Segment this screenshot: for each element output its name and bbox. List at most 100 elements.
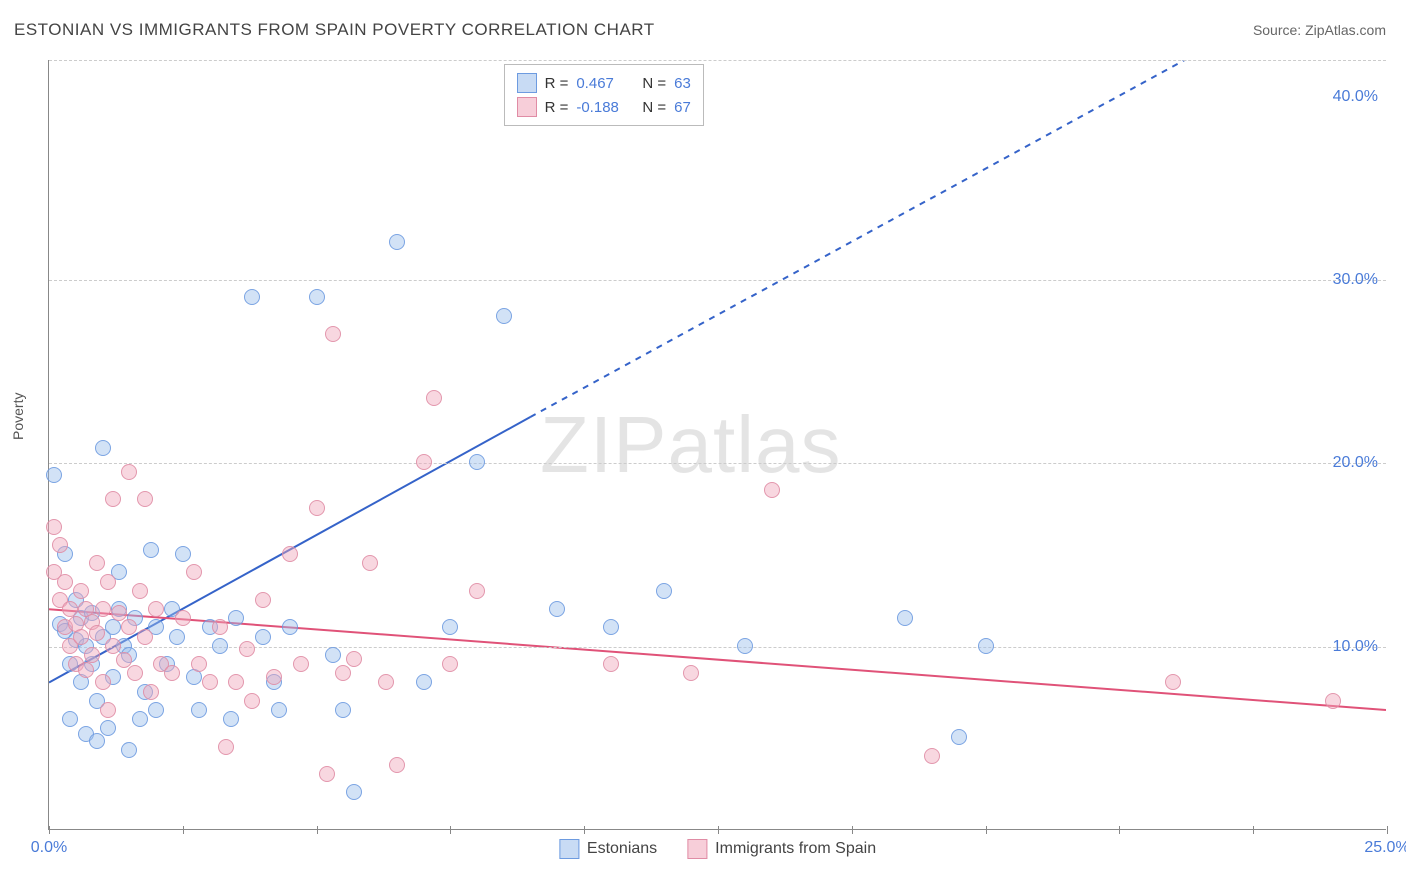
y-tick-label: 20.0%: [1333, 454, 1378, 472]
data-point: [52, 537, 68, 553]
data-point: [442, 619, 458, 635]
data-point: [549, 601, 565, 617]
data-point: [95, 674, 111, 690]
data-point: [389, 234, 405, 250]
legend-swatch: [687, 839, 707, 859]
data-point: [100, 702, 116, 718]
chart-title: ESTONIAN VS IMMIGRANTS FROM SPAIN POVERT…: [14, 20, 655, 40]
data-point: [346, 784, 362, 800]
data-point: [175, 610, 191, 626]
chart-header: ESTONIAN VS IMMIGRANTS FROM SPAIN POVERT…: [14, 20, 1386, 40]
data-point: [78, 662, 94, 678]
data-point: [255, 629, 271, 645]
data-point: [325, 647, 341, 663]
data-point: [95, 601, 111, 617]
data-point: [603, 619, 619, 635]
data-point: [897, 610, 913, 626]
gridline-h: [49, 280, 1386, 281]
data-point: [84, 647, 100, 663]
data-point: [212, 619, 228, 635]
gridline-h: [49, 60, 1386, 61]
data-point: [978, 638, 994, 654]
data-point: [89, 555, 105, 571]
data-point: [73, 583, 89, 599]
data-point: [271, 702, 287, 718]
data-point: [293, 656, 309, 672]
y-tick-label: 40.0%: [1333, 88, 1378, 106]
data-point: [186, 564, 202, 580]
x-tick-mark: [183, 826, 184, 834]
data-point: [255, 592, 271, 608]
data-point: [57, 574, 73, 590]
correlation-legend: R =0.467N =63R =-0.188N =67: [504, 64, 704, 126]
data-point: [362, 555, 378, 571]
data-point: [95, 440, 111, 456]
data-point: [309, 500, 325, 516]
legend-swatch: [559, 839, 579, 859]
data-point: [309, 289, 325, 305]
data-point: [764, 482, 780, 498]
data-point: [737, 638, 753, 654]
n-label: N =: [642, 99, 666, 116]
y-axis-label: Poverty: [10, 393, 26, 440]
data-point: [469, 583, 485, 599]
x-tick-mark: [49, 826, 50, 834]
r-label: R =: [545, 99, 569, 116]
data-point: [223, 711, 239, 727]
data-point: [105, 491, 121, 507]
data-point: [266, 669, 282, 685]
data-point: [282, 619, 298, 635]
data-point: [202, 674, 218, 690]
legend-item: Estonians: [559, 839, 657, 859]
data-point: [121, 464, 137, 480]
data-point: [191, 656, 207, 672]
data-point: [121, 742, 137, 758]
data-point: [148, 702, 164, 718]
legend-swatch: [517, 97, 537, 117]
data-point: [89, 733, 105, 749]
data-point: [244, 693, 260, 709]
data-point: [951, 729, 967, 745]
data-point: [244, 289, 260, 305]
x-tick-mark: [1253, 826, 1254, 834]
data-point: [137, 629, 153, 645]
data-point: [127, 665, 143, 681]
data-point: [924, 748, 940, 764]
x-tick-mark: [1387, 826, 1388, 834]
data-point: [143, 542, 159, 558]
legend-row: R =0.467N =63: [517, 71, 691, 95]
x-tick-label: 0.0%: [31, 839, 67, 857]
legend-label: Immigrants from Spain: [715, 840, 876, 858]
x-tick-mark: [986, 826, 987, 834]
x-tick-mark: [317, 826, 318, 834]
data-point: [169, 629, 185, 645]
x-tick-mark: [450, 826, 451, 834]
data-point: [335, 702, 351, 718]
data-point: [111, 605, 127, 621]
gridline-h: [49, 463, 1386, 464]
data-point: [416, 454, 432, 470]
data-point: [683, 665, 699, 681]
data-point: [378, 674, 394, 690]
x-tick-label: 25.0%: [1364, 839, 1406, 857]
n-value: 67: [674, 99, 691, 116]
data-point: [656, 583, 672, 599]
x-tick-mark: [718, 826, 719, 834]
y-tick-label: 30.0%: [1333, 271, 1378, 289]
data-point: [62, 711, 78, 727]
data-point: [1165, 674, 1181, 690]
data-point: [132, 583, 148, 599]
data-point: [175, 546, 191, 562]
legend-swatch: [517, 73, 537, 93]
data-point: [73, 629, 89, 645]
n-value: 63: [674, 75, 691, 92]
legend-row: R =-0.188N =67: [517, 95, 691, 119]
trend-lines: [49, 60, 1386, 829]
data-point: [89, 625, 105, 641]
y-tick-label: 10.0%: [1333, 638, 1378, 656]
data-point: [148, 601, 164, 617]
data-point: [1325, 693, 1341, 709]
r-label: R =: [545, 75, 569, 92]
data-point: [164, 665, 180, 681]
data-point: [137, 491, 153, 507]
